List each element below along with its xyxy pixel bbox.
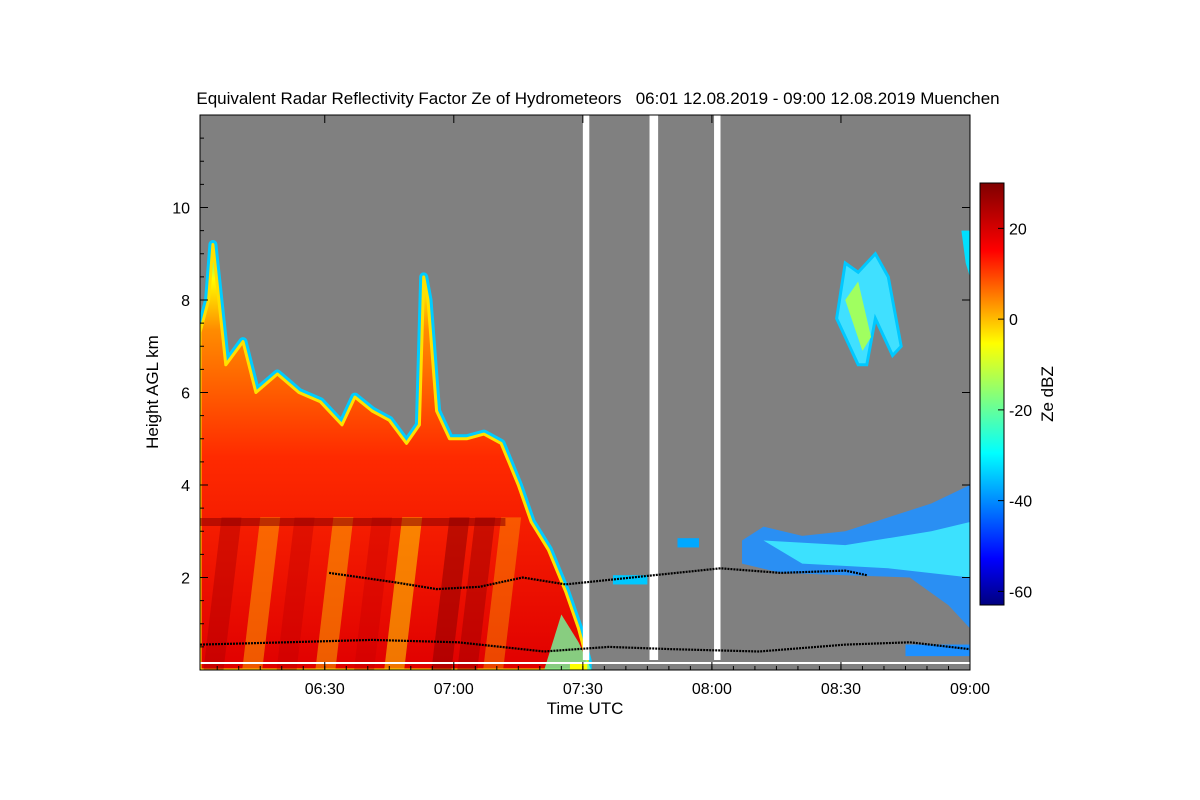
- cloud-base-upper: [328, 567, 868, 591]
- colorbar-tick-label: 20: [1009, 221, 1027, 238]
- colorbar: [979, 182, 1005, 606]
- precip-streak: [384, 517, 423, 670]
- y-tick-label: 10: [172, 201, 190, 218]
- upper-cloud-core: [845, 281, 872, 351]
- colorbar-tick-label: -40: [1009, 494, 1032, 511]
- precip-streak: [276, 517, 315, 670]
- precip-streak: [354, 517, 393, 670]
- cloud-base-lower: [200, 638, 970, 653]
- y-axis-label: Height AGL km: [143, 335, 162, 449]
- data-gaps: [200, 115, 970, 664]
- chart-title: Equivalent Radar Reflectivity Factor Ze …: [196, 89, 999, 108]
- x-tick-label: 07:00: [434, 681, 474, 698]
- y-tick-label: 6: [181, 386, 190, 403]
- data-gap: [649, 115, 659, 660]
- surface-echo: [569, 663, 588, 670]
- cloud-layer: [612, 230, 970, 657]
- upper-cloud-edge: [961, 230, 970, 277]
- colorbar-tick-label: -60: [1009, 584, 1032, 601]
- surface-line: [200, 662, 970, 664]
- low-patch: [612, 575, 648, 585]
- x-tick-label: 06:30: [305, 681, 345, 698]
- cloud-base-markers: [200, 567, 970, 653]
- x-axis: 06:30 07:00 07:30 08:00 08:30 09:00: [216, 115, 990, 698]
- precip-tail: [544, 614, 592, 670]
- colorbar-axis: 20 0 -20 -40 -60: [998, 221, 1032, 601]
- x-tick-label: 08:30: [821, 681, 861, 698]
- precip-streak: [315, 517, 354, 670]
- precip-streak: [203, 517, 242, 670]
- y-tick-label: 8: [181, 293, 190, 310]
- low-patch: [905, 644, 970, 657]
- precip-streak: [431, 517, 470, 670]
- plot-area: [200, 115, 970, 670]
- precip-streak: [457, 517, 496, 670]
- bright-band: [200, 518, 506, 526]
- precip-streak: [242, 517, 281, 670]
- colorbar-tick-label: 0: [1009, 312, 1018, 329]
- data-gap: [582, 115, 590, 660]
- y-tick-label: 2: [181, 571, 190, 588]
- x-tick-label: 09:00: [950, 681, 990, 698]
- y-tick-label: 4: [181, 478, 190, 495]
- low-patch: [677, 538, 699, 548]
- data-gap: [714, 115, 721, 660]
- x-axis-label: Time UTC: [547, 699, 624, 718]
- x-tick-label: 07:30: [563, 681, 603, 698]
- precip-core: [200, 243, 589, 670]
- precip-streak: [483, 517, 522, 670]
- y-axis: 2 4 6 8 10: [172, 137, 970, 648]
- low-cloud-core: [763, 522, 970, 578]
- precipitation-layer: [200, 240, 592, 670]
- colorbar-tick-label: -20: [1009, 403, 1032, 420]
- x-tick-label: 08:00: [692, 681, 732, 698]
- colorbar-label: Ze dBZ: [1038, 366, 1057, 422]
- upper-cloud: [835, 251, 903, 367]
